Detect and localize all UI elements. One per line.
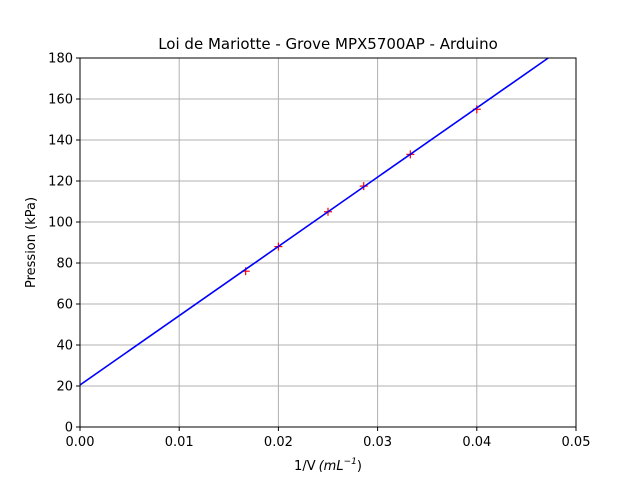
y-tick-label: 60 xyxy=(56,298,73,313)
x-tick-label: 0.04 xyxy=(462,435,491,450)
axis-ticks: 0.00 0.01 0.02 0.03 0.04 0.05 0 20 40 60 80 100 120 1… xyxy=(48,52,590,451)
axes-frame xyxy=(79,57,577,428)
y-tick-label: 140 xyxy=(48,134,73,149)
x-axis-title-close: ) xyxy=(357,459,362,474)
x-tick-label: 0.00 xyxy=(66,435,95,450)
y-tick-label: 100 xyxy=(48,216,73,231)
y-tick-label: 120 xyxy=(48,175,73,190)
x-tick-label: 0.03 xyxy=(363,435,392,450)
y-axis-title: Pression (kPa) xyxy=(24,197,39,288)
y-tick-label: 0 xyxy=(65,421,73,436)
x-tick-label: 0.01 xyxy=(165,435,194,450)
x-axis-title: 1/V (mL−1) xyxy=(294,457,362,474)
x-axis-title-main: 1/V xyxy=(294,459,316,474)
fit-line xyxy=(79,57,549,386)
y-tick-label: 180 xyxy=(48,52,73,67)
x-tick-label: 0.05 xyxy=(562,435,591,450)
plot-area xyxy=(79,57,549,386)
y-tick-label: 80 xyxy=(56,257,73,272)
chart-title: Loi de Mariotte - Grove MPX5700AP - Ardu… xyxy=(158,35,498,53)
y-tick-label: 20 xyxy=(56,380,73,395)
x-axis-title-unit: (mL xyxy=(319,459,344,474)
x-axis-title-exponent: −1 xyxy=(344,457,357,467)
x-tick-label: 0.02 xyxy=(264,435,293,450)
y-tick-label: 40 xyxy=(56,339,73,354)
y-tick-label: 160 xyxy=(48,93,73,108)
grid xyxy=(79,57,577,428)
